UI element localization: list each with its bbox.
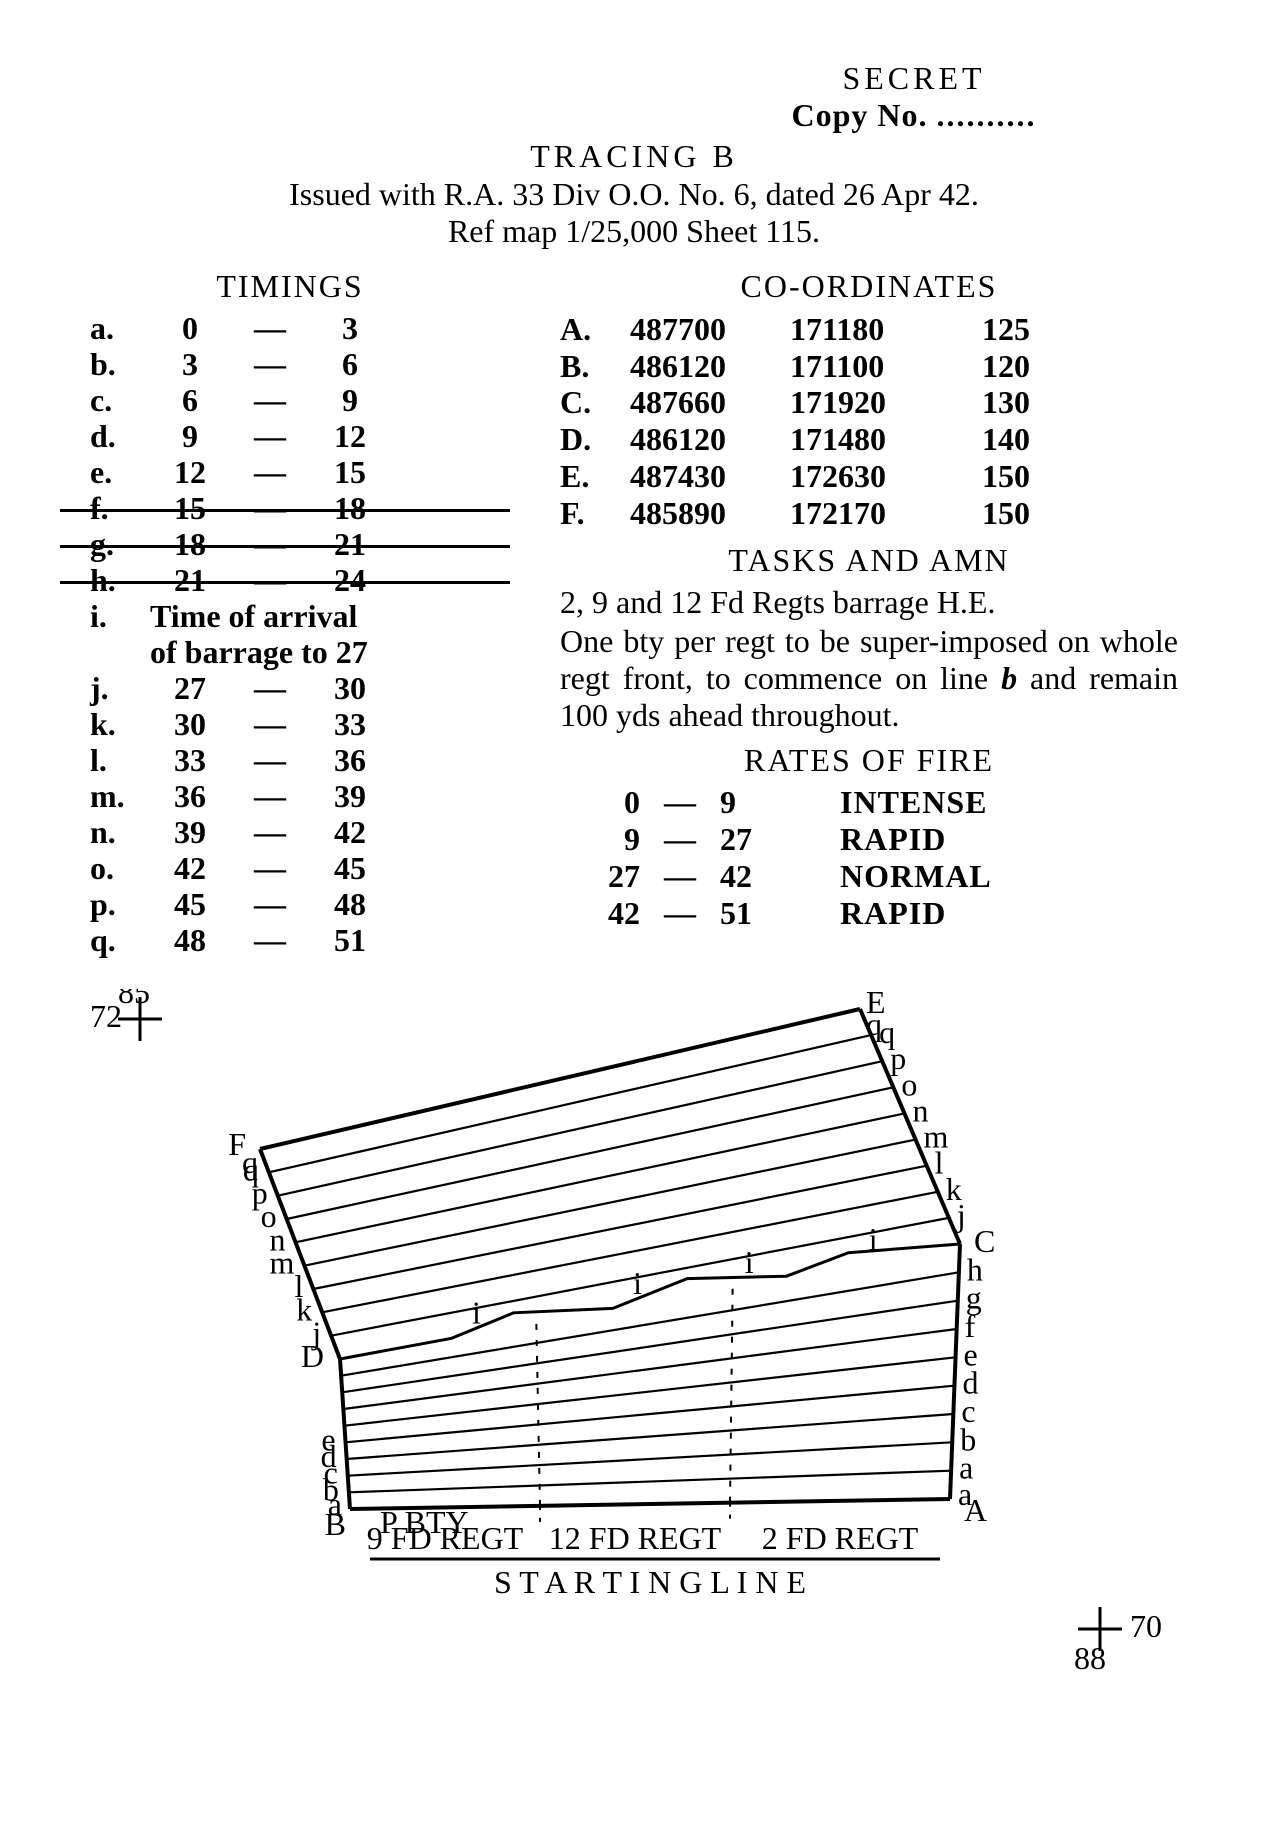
ref-line: Ref map 1/25,000 Sheet 115.: [90, 213, 1178, 250]
classification-block: SECRET Copy No. ..........: [650, 60, 1178, 134]
timing-row: b.3—6: [90, 347, 490, 383]
svg-text:B: B: [325, 1506, 346, 1542]
timing-row: m.36—39: [90, 779, 490, 815]
timing-row: o.42—45: [90, 851, 490, 887]
diagram-svg: 85727088abbccddeefghaaiiiijjkkllmmnnoopp…: [90, 989, 1178, 1709]
tasks-heading: TASKS AND AMN: [560, 542, 1178, 579]
rate-row: 27—42NORMAL: [560, 858, 1178, 895]
svg-text:72: 72: [90, 998, 122, 1034]
coord-row: D.486120171480140: [560, 421, 1178, 458]
timings-rows: a.0—3b.3—6c.6—9d.9—12e.12—15f.15—18g.18—…: [90, 311, 490, 599]
svg-text:85: 85: [118, 989, 150, 1010]
svg-text:88: 88: [1074, 1640, 1106, 1676]
svg-text:k: k: [946, 1171, 962, 1207]
timing-row: e.12—15: [90, 455, 490, 491]
svg-text:70: 70: [1130, 1608, 1162, 1644]
title-block: TRACING B Issued with R.A. 33 Div O.O. N…: [90, 138, 1178, 250]
copy-number: Copy No. ..........: [650, 97, 1178, 134]
timing-row: l.33—36: [90, 743, 490, 779]
svg-text:2 FD REGT: 2 FD REGT: [762, 1520, 919, 1556]
svg-text:l: l: [294, 1268, 303, 1304]
rate-row: 0—9INTENSE: [560, 784, 1178, 821]
timing-row: q.48—51: [90, 923, 490, 959]
svg-text:i: i: [869, 1221, 878, 1257]
tasks-line1: 2, 9 and 12 Fd Regts barrage H.E.: [560, 584, 1178, 621]
svg-text:A: A: [964, 1492, 987, 1528]
svg-text:e: e: [321, 1421, 335, 1457]
timing-row: h.21—24: [90, 563, 490, 599]
svg-text:9 FD REGT: 9 FD REGT: [367, 1520, 524, 1556]
coord-row: E.487430172630150: [560, 458, 1178, 495]
coords-heading: CO-ORDINATES: [560, 268, 1178, 305]
issued-line: Issued with R.A. 33 Div O.O. No. 6, date…: [90, 176, 1178, 213]
timing-row: a.0—3: [90, 311, 490, 347]
coord-row: F.485890172170150: [560, 495, 1178, 532]
barrage-diagram: 85727088abbccddeefghaaiiiijjkkllmmnnoopp…: [90, 989, 1178, 1709]
svg-text:q: q: [866, 1006, 882, 1042]
rate-row: 42—51RAPID: [560, 895, 1178, 932]
timing-row: j.27—30: [90, 671, 490, 707]
timing-row: n.39—42: [90, 815, 490, 851]
coord-rows: A.487700171180125B.486120171100120C.4876…: [560, 311, 1178, 532]
timings-heading: TIMINGS: [90, 268, 490, 305]
svg-text:12 FD REGT: 12 FD REGT: [549, 1520, 722, 1556]
timings-note-row: i. Time of arrival: [90, 599, 490, 635]
classification: SECRET: [650, 60, 1178, 97]
timings-column: TIMINGS a.0—3b.3—6c.6—9d.9—12e.12—15f.15…: [90, 268, 490, 959]
svg-text:i: i: [633, 1265, 642, 1301]
coord-row: B.486120171100120: [560, 348, 1178, 385]
right-column: CO-ORDINATES A.487700171180125B.48612017…: [560, 268, 1178, 932]
svg-text:q: q: [242, 1144, 258, 1180]
timing-row: f.15—18: [90, 491, 490, 527]
timings-note-row2: of barrage to 27: [90, 635, 490, 671]
coord-row: A.487700171180125: [560, 311, 1178, 348]
timing-row: c.6—9: [90, 383, 490, 419]
timing-row: d.9—12: [90, 419, 490, 455]
tasks-body: 2, 9 and 12 Fd Regts barrage H.E. One bt…: [560, 584, 1178, 733]
svg-text:i: i: [745, 1244, 754, 1280]
rate-row: 9—27RAPID: [560, 821, 1178, 858]
rates-heading: RATES OF FIRE: [560, 742, 1178, 779]
rates-rows: 0—9INTENSE9—27RAPID27—42NORMAL42—51RAPID: [560, 784, 1178, 931]
timing-row: k.30—33: [90, 707, 490, 743]
timing-row: p.45—48: [90, 887, 490, 923]
tracing-title: TRACING B: [90, 138, 1178, 175]
tasks-line2: One bty per regt to be super-imposed on …: [560, 623, 1178, 733]
svg-text:i: i: [472, 1294, 481, 1330]
svg-text:D: D: [301, 1338, 324, 1374]
timing-row: g.18—21: [90, 527, 490, 563]
coord-row: C.487660171920130: [560, 384, 1178, 421]
timings-rows2: j.27—30k.30—33l.33—36m.36—39n.39—42o.42—…: [90, 671, 490, 959]
svg-text:S T A R T I N G: S T A R T I N G L I N E: [494, 1564, 806, 1600]
svg-text:C: C: [974, 1223, 995, 1259]
